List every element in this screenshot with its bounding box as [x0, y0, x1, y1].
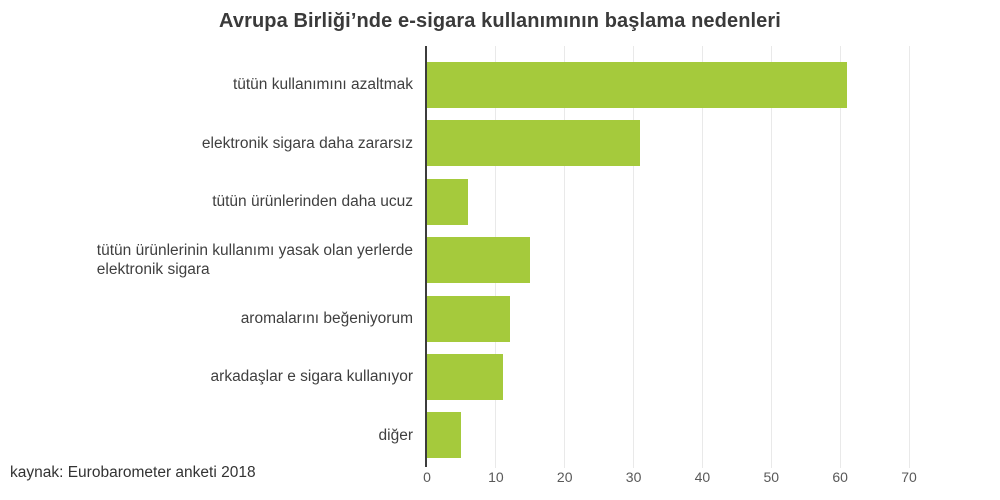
gridline-x-60	[839, 46, 841, 468]
category-label-text: tütün kullanımını azaltmak	[232, 76, 413, 94]
category-label-0: tütün kullanımını azaltmak	[8, 62, 413, 108]
x-tick-label-40: 40	[694, 469, 711, 485]
category-label-text: elektronik sigara daha zararsız	[201, 134, 413, 152]
category-label-text: tütün ürünlerinin kullanımı yasak olan y…	[96, 241, 413, 279]
bar-6	[427, 412, 462, 459]
x-tick-label-0: 0	[423, 469, 431, 485]
category-label-1: elektronik sigara daha zararsız	[8, 120, 413, 166]
bar-1	[427, 120, 641, 167]
gridline-x-40	[701, 46, 703, 468]
category-label-2: tütün ürünlerinden daha ucuz	[8, 179, 413, 225]
category-label-text: aromalarını beğeniyorum	[240, 309, 413, 327]
category-label-3: tütün ürünlerinin kullanımı yasak olan y…	[8, 237, 413, 283]
x-tick-label-70: 70	[901, 469, 917, 485]
chart-title: Avrupa Birliği’nde e-sigara kullanımının…	[219, 10, 781, 32]
x-tick-label-50: 50	[763, 469, 780, 485]
x-tick-label-20: 20	[556, 469, 573, 485]
gridline-x-30	[633, 46, 635, 468]
category-label-5: arkadaşlar e sigara kullanıyor	[8, 354, 413, 400]
category-label-text: arkadaşlar e sigara kullanıyor	[210, 368, 413, 386]
bar-3	[427, 237, 531, 284]
category-label-text: diğer	[378, 426, 413, 444]
gridline-x-50	[770, 46, 772, 468]
gridline-x-70	[908, 46, 910, 468]
bar-4	[427, 295, 510, 342]
bar-2	[427, 178, 469, 225]
category-label-6: diğer	[8, 412, 413, 458]
bar-5	[427, 354, 503, 400]
category-label-4: aromalarını beğeniyorum	[8, 296, 413, 342]
bar-0	[427, 62, 848, 108]
source-note: kaynak: Eurobarometer anketi 2018	[10, 464, 256, 481]
x-tick-label-30: 30	[625, 469, 642, 485]
x-tick-label-60: 60	[832, 469, 848, 485]
category-label-text: tütün ürünlerinden daha ucuz	[212, 193, 413, 211]
x-tick-label-10: 10	[488, 469, 504, 485]
gridline-x-20	[564, 46, 566, 468]
y-axis-line	[425, 46, 427, 467]
